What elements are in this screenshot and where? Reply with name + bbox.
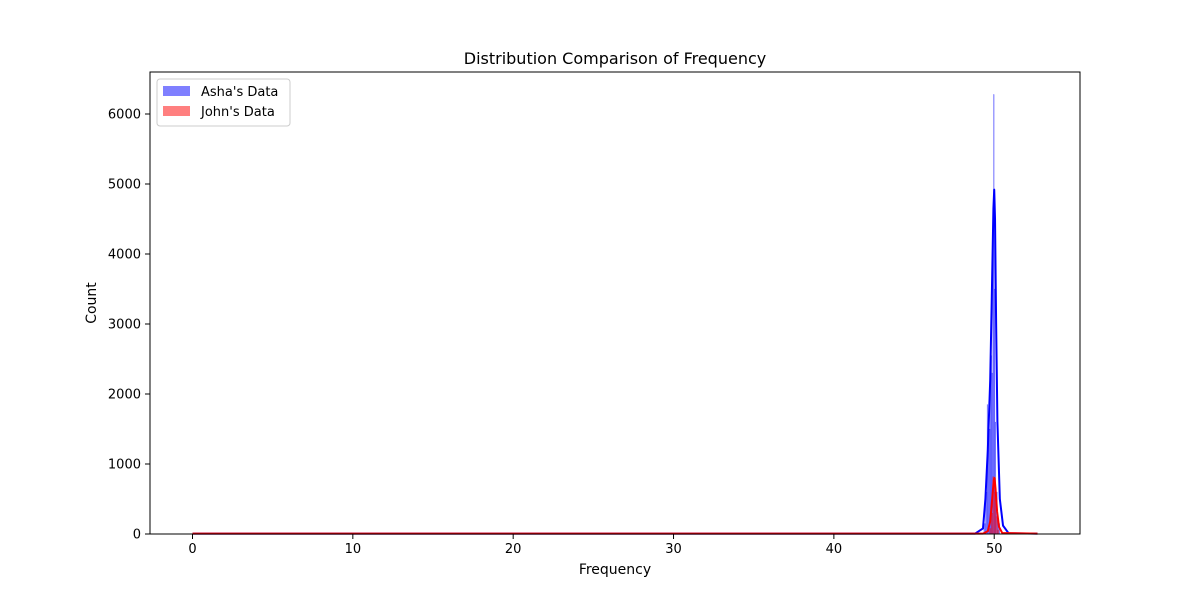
y-tick-label: 0 — [133, 528, 141, 543]
x-axis: 0 10 20 30 40 50 — [188, 534, 1002, 557]
chart-title: Distribution Comparison of Frequency — [464, 49, 766, 68]
legend-swatch-0 — [163, 86, 190, 96]
legend-label-1: John's Data — [200, 105, 275, 120]
x-tick-label: 20 — [505, 542, 522, 557]
x-tick-label: 0 — [188, 542, 196, 557]
legend-swatch-1 — [163, 106, 190, 116]
y-axis-label: Count — [84, 282, 100, 324]
x-tick-label: 30 — [665, 542, 682, 557]
y-tick-label: 6000 — [108, 108, 141, 123]
y-tick-label: 5000 — [108, 178, 141, 193]
series-1-bar-5 — [997, 529, 1000, 535]
x-tick-label: 10 — [345, 542, 362, 557]
x-tick-label: 50 — [986, 542, 1003, 557]
y-tick-label: 1000 — [108, 458, 141, 473]
y-tick-label: 2000 — [108, 388, 141, 403]
legend-label-0: Asha's Data — [201, 85, 278, 100]
legend: Asha's Data John's Data — [156, 78, 291, 127]
y-tick-label: 4000 — [108, 248, 141, 263]
plot-frame — [149, 71, 1081, 535]
series-1-bar-0 — [989, 528, 992, 535]
x-tick-label: 40 — [826, 542, 843, 557]
y-tick-label: 3000 — [108, 318, 141, 333]
y-axis: 0 1000 2000 3000 4000 5000 6000 — [108, 108, 150, 543]
legend-box — [156, 78, 291, 127]
x-axis-label: Frequency — [579, 562, 651, 578]
